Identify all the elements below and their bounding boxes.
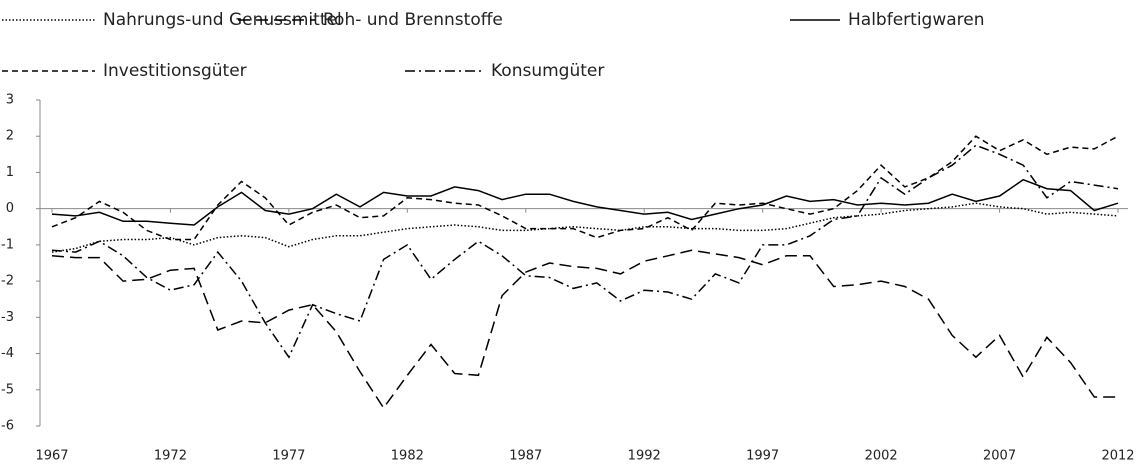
legend-label: Konsumgüter xyxy=(491,61,604,81)
x-tick-label: 2012 xyxy=(1101,449,1134,464)
y-tick-label: -4 xyxy=(1,346,14,361)
series-line xyxy=(51,135,1119,241)
y-tick-label: 0 xyxy=(6,201,14,216)
x-tick-label: 1997 xyxy=(746,449,779,464)
y-tick-label: 1 xyxy=(6,165,14,180)
x-tick-label: 1972 xyxy=(154,449,187,464)
y-tick-label: -3 xyxy=(1,310,14,325)
series-line xyxy=(51,249,1118,410)
y-tick-label: -5 xyxy=(1,382,14,397)
legend-label: Nahrungs-und Genussmittel xyxy=(103,10,342,30)
x-tick-label: 1992 xyxy=(628,449,661,464)
legend-label: Roh- und Brennstoffe xyxy=(323,10,503,30)
x-tick-label: 1987 xyxy=(509,449,542,464)
x-tick-label: 1982 xyxy=(391,449,424,464)
series-line xyxy=(51,178,1119,226)
legend-label: Halbfertigwaren xyxy=(848,10,985,30)
x-tick-label: 1977 xyxy=(272,449,305,464)
y-tick-label: -2 xyxy=(1,274,14,289)
y-tick-label: 2 xyxy=(6,129,14,144)
x-tick-label: 1967 xyxy=(35,449,68,464)
x-tick-label: 2002 xyxy=(865,449,898,464)
x-tick-label: 2007 xyxy=(983,449,1016,464)
y-tick-label: -6 xyxy=(1,419,14,434)
legend-label: Investitionsgüter xyxy=(103,61,247,81)
series-line xyxy=(51,144,1119,359)
y-tick-label: 3 xyxy=(6,93,14,108)
y-tick-label: -1 xyxy=(1,237,14,252)
